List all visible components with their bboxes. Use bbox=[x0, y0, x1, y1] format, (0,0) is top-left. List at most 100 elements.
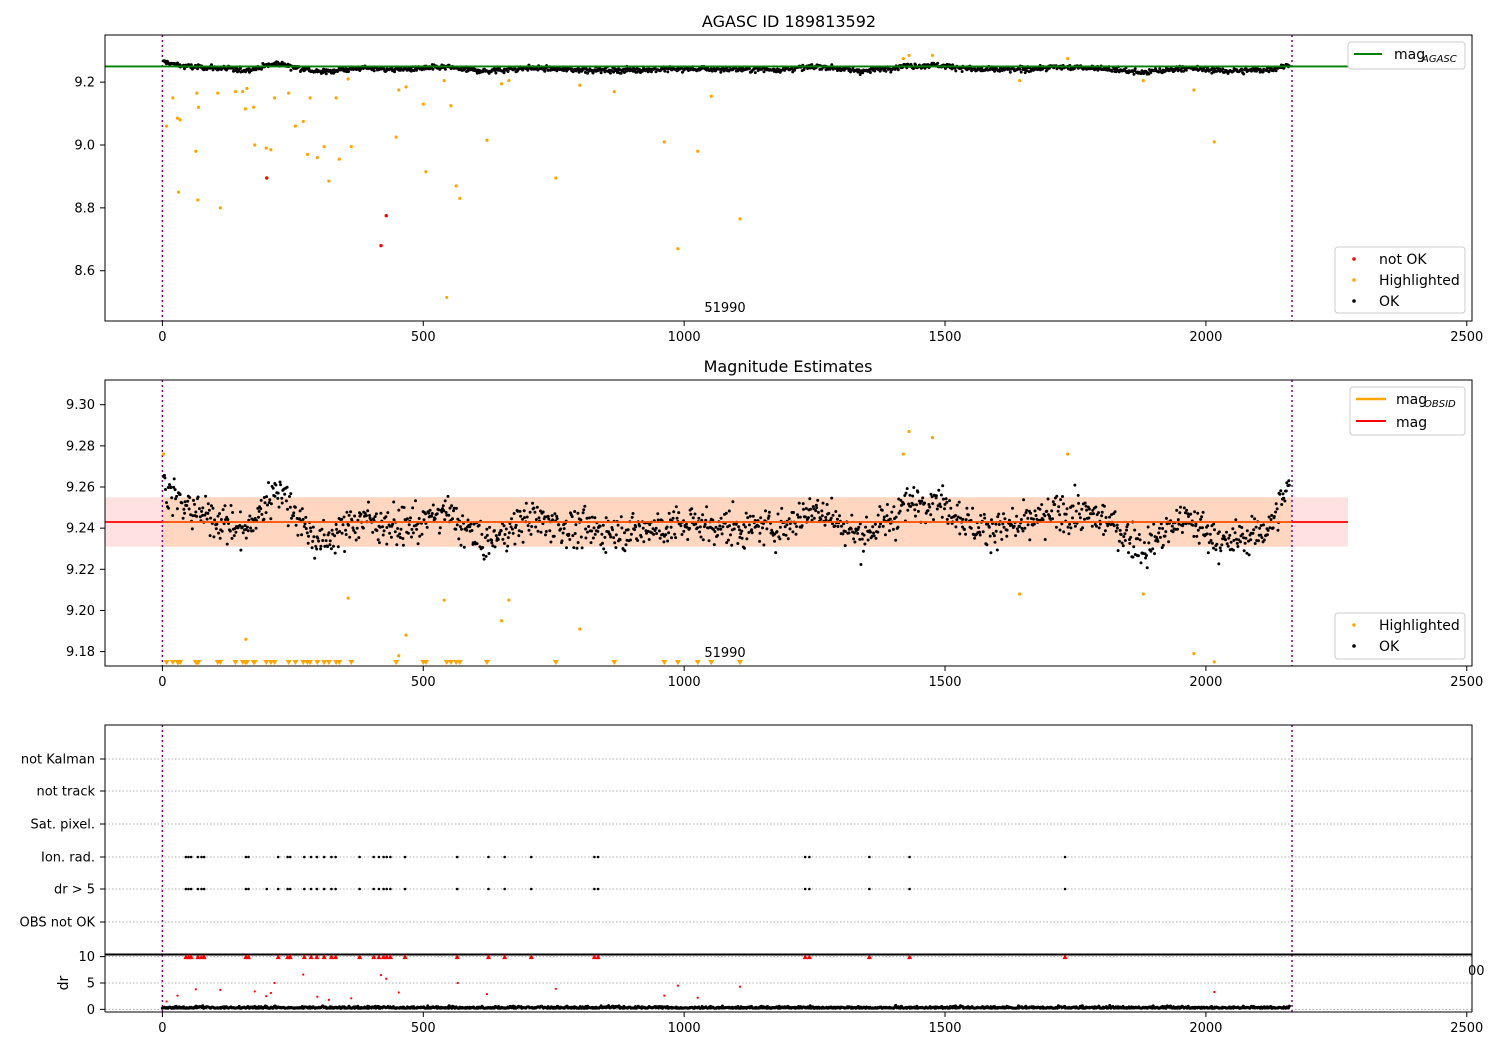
ok-point-estimate bbox=[314, 544, 318, 548]
ok-point-estimate bbox=[238, 510, 242, 514]
ok-point-estimate bbox=[171, 514, 175, 517]
ok-point-estimate bbox=[188, 496, 192, 500]
ok-point-estimate bbox=[1163, 534, 1167, 538]
ok-point-estimate bbox=[609, 535, 613, 539]
ok-point-estimate bbox=[345, 510, 349, 514]
ok-point-estimate bbox=[1077, 512, 1081, 516]
ok-point-estimate bbox=[986, 522, 990, 526]
ok-point-estimate bbox=[654, 526, 658, 530]
ok-point-estimate bbox=[905, 487, 909, 491]
ok-point-estimate bbox=[712, 543, 716, 547]
flag-point bbox=[803, 855, 807, 859]
estimates-xtick-label: 2500 bbox=[1450, 675, 1483, 690]
ok-point-estimate bbox=[1108, 515, 1112, 519]
ok-point-estimate bbox=[928, 505, 932, 509]
ok-point-estimate bbox=[1055, 494, 1059, 498]
ok-point-estimate bbox=[511, 531, 515, 535]
ok-point-estimate bbox=[843, 530, 847, 533]
flag-point bbox=[455, 887, 459, 891]
dr-over-limit-marker bbox=[308, 954, 314, 960]
ok-point-estimate bbox=[398, 532, 402, 536]
highlighted-point bbox=[243, 107, 247, 111]
ok-point-estimate bbox=[978, 533, 982, 537]
ok-point-estimate bbox=[397, 508, 401, 512]
ok-point-estimate bbox=[1182, 522, 1185, 526]
ok-point-estimate bbox=[367, 500, 370, 504]
ok-point-estimate bbox=[1061, 495, 1064, 498]
ok-point-estimate bbox=[836, 525, 840, 528]
ok-point bbox=[1184, 68, 1188, 72]
ok-point-estimate bbox=[1112, 524, 1116, 528]
highlighted-point bbox=[175, 116, 180, 120]
ok-point-estimate bbox=[997, 512, 1001, 516]
flag-point bbox=[187, 855, 190, 859]
ok-point-estimate bbox=[469, 522, 473, 526]
ok-point-estimate bbox=[720, 532, 724, 536]
ok-point-estimate bbox=[881, 524, 885, 528]
ok-point-estimate bbox=[1110, 513, 1113, 517]
ok-point-estimate bbox=[1187, 515, 1190, 518]
ok-point-estimate bbox=[882, 515, 886, 519]
ok-point-estimate bbox=[739, 532, 743, 536]
ok-point-estimate bbox=[762, 543, 766, 547]
ok-point bbox=[1133, 67, 1137, 71]
flag-point bbox=[503, 887, 506, 891]
ok-point-estimate bbox=[247, 518, 251, 522]
ok-point-estimate bbox=[1240, 526, 1244, 529]
ok-point-estimate bbox=[1066, 525, 1070, 529]
ok-point-estimate bbox=[304, 527, 308, 531]
ok-point-estimate bbox=[447, 513, 451, 517]
ok-point bbox=[861, 71, 865, 75]
dr-highlight-point bbox=[327, 998, 330, 1001]
flag-point bbox=[358, 887, 361, 891]
dr-over-limit-marker bbox=[485, 954, 491, 960]
ok-point-estimate bbox=[225, 542, 229, 546]
ok-point-estimate bbox=[518, 509, 522, 513]
dr-over-limit-marker bbox=[357, 954, 363, 960]
flag-point bbox=[385, 887, 389, 891]
ok-point-estimate bbox=[631, 512, 635, 515]
ok-point-estimate bbox=[401, 543, 405, 547]
ok-point-estimate bbox=[931, 502, 935, 506]
ok-point-estimate bbox=[456, 517, 460, 521]
ok-point-estimate bbox=[1029, 511, 1033, 515]
highlighted-point bbox=[499, 82, 504, 86]
ok-point bbox=[666, 70, 670, 74]
ok-point-estimate bbox=[366, 509, 370, 513]
ok-point-estimate bbox=[450, 504, 454, 508]
ok-point bbox=[1140, 69, 1144, 73]
ok-point-estimate bbox=[765, 527, 769, 531]
ok-point-estimate bbox=[1074, 509, 1078, 513]
ok-point-estimate bbox=[416, 522, 420, 526]
ok-point bbox=[1274, 69, 1278, 73]
ok-point-estimate bbox=[305, 531, 309, 535]
ok-point-estimate bbox=[1171, 530, 1175, 534]
ok-point-estimate bbox=[589, 541, 593, 545]
ok-point-estimate bbox=[1167, 540, 1171, 544]
ok-point-estimate bbox=[211, 506, 215, 510]
highlighted-point bbox=[293, 124, 298, 128]
ok-point-estimate bbox=[410, 527, 414, 531]
ok-point-estimate bbox=[614, 533, 618, 537]
ok-point-estimate bbox=[703, 522, 707, 526]
ok-point-estimate bbox=[288, 495, 291, 498]
ok-point-estimate bbox=[468, 525, 472, 529]
ok-point-estimate bbox=[460, 527, 463, 531]
dr-over-limit-marker bbox=[287, 954, 293, 960]
highlighted-point bbox=[272, 96, 277, 100]
ok-point-estimate bbox=[1115, 523, 1119, 527]
ok-point-estimate bbox=[1026, 516, 1030, 520]
flag-point bbox=[372, 855, 376, 859]
ok-point-estimate bbox=[470, 529, 474, 532]
agasc-xtick-label: 500 bbox=[411, 330, 436, 345]
ok-point-estimate bbox=[593, 532, 597, 536]
ok-point-estimate bbox=[1259, 533, 1263, 537]
highlighted-point-estimate bbox=[244, 637, 248, 641]
ok-point-estimate bbox=[164, 488, 167, 491]
ok-point-estimate bbox=[344, 528, 348, 532]
ok-point-estimate bbox=[373, 515, 377, 519]
ok-point bbox=[1040, 67, 1044, 71]
ok-point-estimate bbox=[535, 505, 539, 509]
ok-point bbox=[820, 67, 824, 71]
